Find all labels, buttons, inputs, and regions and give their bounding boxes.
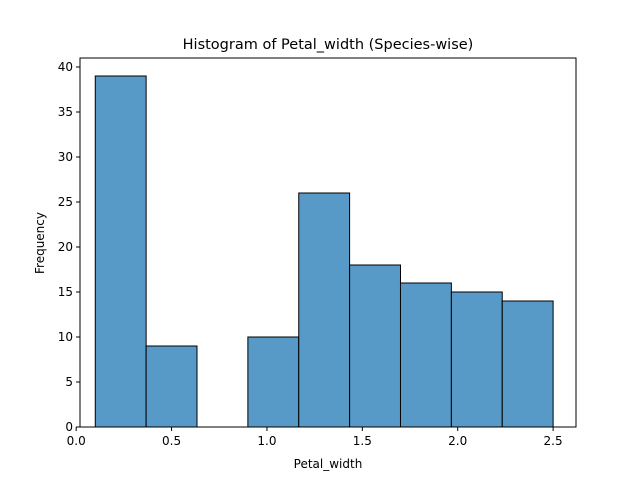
histogram-bar [298,192,351,428]
y-tick-label: 30 [58,150,73,164]
bars [94,75,554,428]
histogram-bar [450,291,503,428]
histogram-bar [94,75,147,428]
histogram-bar [247,336,300,428]
x-tick-label: 1.0 [257,434,276,448]
x-tick-label: 2.0 [448,434,467,448]
y-axis-label: Frequency [33,212,47,274]
chart-title: Histogram of Petal_width (Species-wise) [183,37,474,53]
x-axis: 0.0 0.5 1.0 1.5 2.0 2.5 [67,427,563,448]
y-tick-label: 5 [65,375,73,389]
histogram-bar [349,264,401,428]
histogram-bar [501,300,554,428]
x-tick-label: 0.5 [162,434,181,448]
y-tick-label: 0 [65,420,73,434]
y-tick-label: 15 [58,285,73,299]
x-axis-label: Petal_width [294,457,363,471]
histogram-bar [145,345,198,428]
y-tick-label: 20 [58,240,73,254]
plot-frame [79,57,577,428]
y-tick-label: 40 [58,60,73,74]
y-tick-label: 25 [58,195,73,209]
x-tick-label: 0.0 [67,434,86,448]
y-tick-label: 35 [58,105,73,119]
x-tick-label: 2.5 [544,434,563,448]
y-tick-label: 10 [58,330,73,344]
histogram-bar [399,282,452,428]
x-tick-label: 1.5 [353,434,372,448]
y-axis: 0 5 10 15 20 25 30 35 40 [58,60,80,434]
